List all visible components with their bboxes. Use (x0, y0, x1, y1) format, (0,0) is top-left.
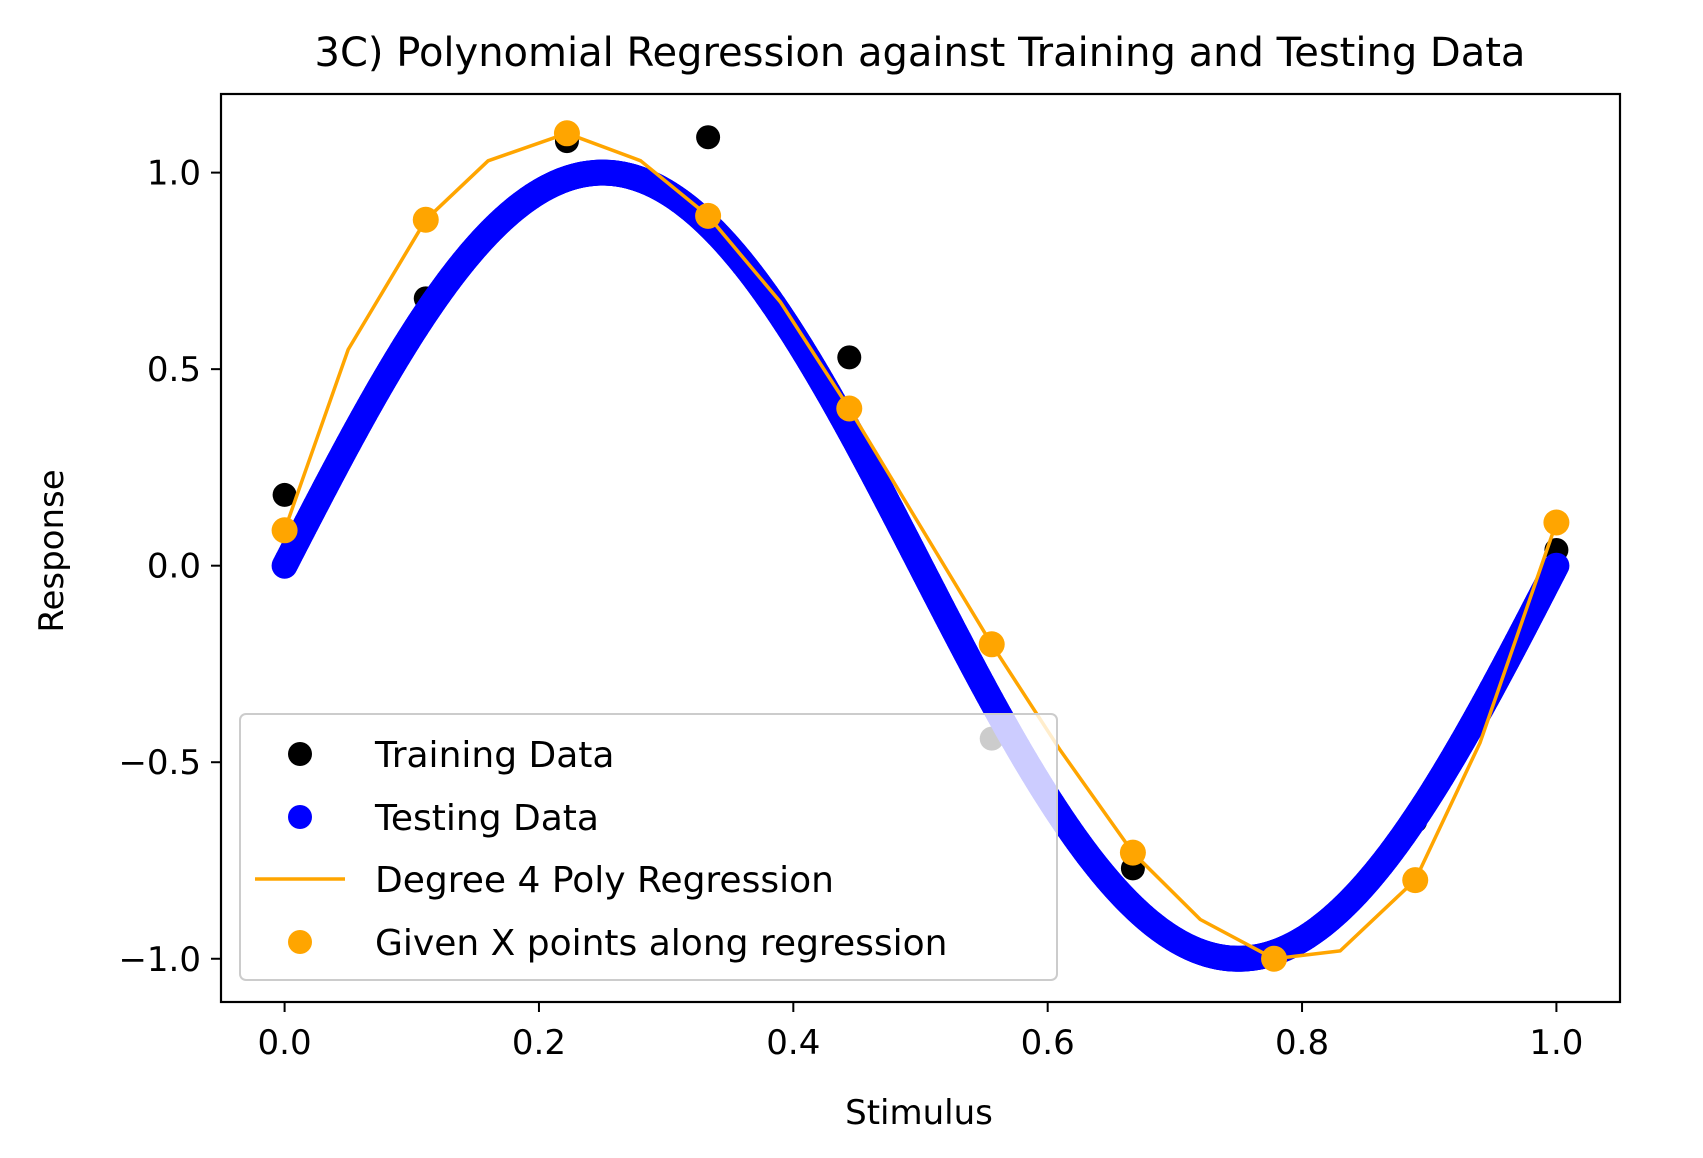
regression-point (553, 120, 580, 147)
training-point (696, 125, 721, 150)
regression-point (1119, 839, 1146, 866)
legend-label: Training Data (374, 735, 614, 776)
regression-point (836, 395, 863, 422)
testing-point (1543, 552, 1570, 579)
legend-label: Degree 4 Poly Regression (375, 860, 834, 901)
legend-box (239, 713, 1058, 981)
training-point (272, 482, 297, 507)
x-tick-label: 0.0 (258, 1023, 312, 1063)
regression-line (282, 131, 1559, 961)
y-tick-label: −0.5 (118, 743, 201, 783)
legend-label: Given X points along regression (375, 923, 947, 964)
y-tick-label: −1.0 (118, 940, 201, 980)
axes-frame (219, 92, 1622, 1004)
regression-point (695, 202, 722, 229)
x-tick-label: 0.2 (512, 1023, 566, 1063)
regression-point (1261, 945, 1288, 972)
y-tick-label: 0.5 (147, 350, 201, 390)
y-tick-label: 1.0 (147, 154, 201, 194)
training-point (837, 345, 862, 370)
legend-marker-training (288, 742, 312, 766)
plot-area (271, 120, 1570, 972)
regression-point (1543, 509, 1570, 536)
legend-marker-testing (288, 805, 312, 829)
legend: Training Data Testing Data Degree 4 Poly R… (239, 713, 1058, 981)
y-tick-label: 0.0 (147, 547, 201, 587)
y-axis-label: Response (32, 469, 72, 632)
regression-point (1402, 867, 1429, 894)
axes: 0.0 0.2 0.4 0.6 0.8 1.0 −1.0 −0.5 0.0 0.5 1.0 (118, 92, 1622, 1063)
regression-point (978, 631, 1005, 658)
chart-title: 3C) Polynomial Regression against Traini… (315, 30, 1526, 76)
x-tick-label: 0.8 (1275, 1023, 1329, 1063)
x-tick-label: 0.4 (766, 1023, 820, 1063)
x-tick-label: 1.0 (1529, 1023, 1583, 1063)
x-axis-label: Stimulus (845, 1093, 993, 1133)
regression-point (412, 206, 439, 233)
legend-marker-given-points (288, 930, 312, 954)
x-tick-label: 0.6 (1021, 1023, 1075, 1063)
regression-point (271, 517, 298, 544)
legend-label: Testing Data (374, 798, 599, 839)
